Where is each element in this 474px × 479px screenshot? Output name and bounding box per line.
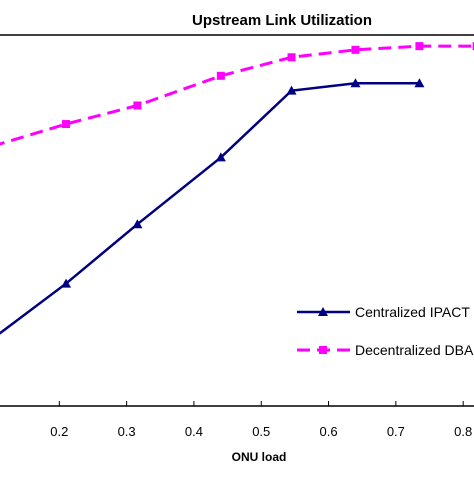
data-point — [415, 42, 424, 51]
data-point — [414, 78, 425, 88]
legend-marker — [318, 307, 328, 316]
data-point — [215, 152, 226, 162]
data-point — [133, 101, 142, 110]
data-point — [351, 45, 360, 54]
data-point — [350, 78, 361, 88]
series-1 — [0, 78, 425, 335]
data-point — [472, 42, 474, 51]
data-point — [132, 219, 143, 229]
series-2 — [0, 42, 474, 146]
x-tick-label: 0.4 — [185, 424, 203, 439]
legend-label: Centralized IPACT — [355, 304, 470, 320]
data-point — [287, 53, 296, 62]
legend-label: Decentralized DBA — [355, 342, 474, 358]
data-point — [216, 71, 225, 80]
x-tick-label: 0.8 — [454, 424, 472, 439]
x-tick-label: 0.3 — [118, 424, 136, 439]
x-tick-label: 0.7 — [387, 424, 405, 439]
series-layer — [0, 42, 474, 335]
data-point — [61, 278, 72, 288]
x-tick-label: 0.6 — [320, 424, 338, 439]
plot-frame — [0, 34, 474, 407]
series-line — [0, 44, 474, 146]
legend-marker — [319, 346, 327, 354]
x-tick-label: 0.2 — [50, 424, 68, 439]
legend: Centralized IPACT Decentralized DBA — [297, 304, 474, 358]
x-axis-label: ONU load — [232, 450, 287, 464]
data-point — [286, 85, 297, 95]
data-point — [62, 120, 71, 129]
chart-title: Upstream Link Utilization — [192, 12, 372, 29]
x-axis-ticks: 0.2 0.3 0.4 0.5 0.6 0.7 0.8 — [50, 401, 472, 439]
x-tick-label: 0.5 — [252, 424, 270, 439]
